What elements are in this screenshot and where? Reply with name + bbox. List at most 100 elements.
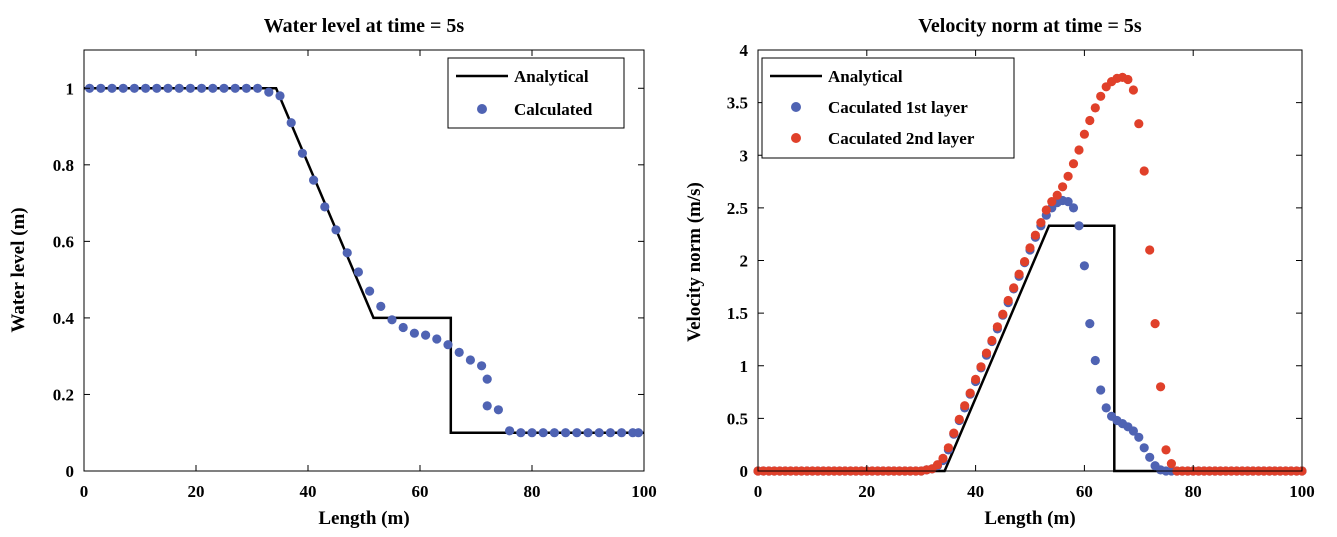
data-point-s2-55 [1052,190,1062,200]
x-tick-label: 100 [631,482,657,501]
data-point-s1-34 [465,355,475,365]
y-tick-label: 4 [740,41,749,60]
data-point-s2-57 [1063,171,1073,181]
data-point-s1-48 [605,428,616,438]
data-point-s1-12 [219,83,229,93]
data-point-s2-60 [1079,129,1089,139]
velocity-norm-chart: Velocity norm at time = 5s Length (m) Ve… [684,15,1315,529]
data-point-s1-70 [1134,432,1144,442]
data-point-s1-42 [538,428,548,438]
x-axis-label: Length (m) [318,508,409,529]
data-point-s1-18 [286,118,296,128]
data-point-s1-27 [387,315,397,325]
y-tick-label: 0 [740,462,749,481]
data-point-s2-73 [1150,319,1160,329]
legend-swatch-layer1 [791,102,801,112]
data-point-s2-53 [1041,205,1051,215]
x-tick-label: 20 [188,482,205,501]
y-tick-label: 2.5 [727,199,748,218]
data-point-s2-49 [1020,257,1030,267]
data-point-s2-44 [992,322,1003,332]
data-point-s2-72 [1145,245,1155,255]
data-point-s1-45 [572,428,582,438]
y-tick-label: 0.2 [53,385,74,404]
data-point-s1-2 [107,83,117,93]
data-point-s1-5 [141,83,151,93]
data-point-s1-24 [353,267,363,277]
data-point-s2-76 [1166,459,1176,469]
data-point-s1-36 [482,374,492,384]
data-point-s1-29 [409,328,419,338]
data-point-s1-25 [365,286,375,296]
data-point-s2-58 [1068,159,1079,169]
data-point-s1-47 [594,428,604,438]
data-point-s1-15 [253,83,263,93]
x-axis-label: Length (m) [984,508,1075,529]
data-point-s1-16 [264,87,274,97]
data-point-s1-31 [432,334,442,344]
data-point-s1-58 [1068,203,1079,213]
data-point-s1-1 [96,83,106,93]
data-point-s2-52 [1036,218,1046,228]
plot-area [83,49,645,472]
x-tick-label: 60 [412,482,429,501]
legend: Analytical Caculated 1st layer Caculated… [761,57,1015,159]
data-point-s1-46 [583,428,593,438]
y-tick-label: 0.5 [727,409,748,428]
legend-swatch-calculated [477,104,487,114]
data-point-s1-6 [152,83,162,93]
data-point-s2-36 [949,428,959,438]
data-point-s1-7 [163,83,173,93]
data-point-s1-17 [275,91,285,101]
data-point-s1-71 [1139,443,1149,453]
data-point-s2-71 [1139,166,1149,176]
data-point-s2-70 [1134,119,1144,129]
data-point-s1-20 [309,175,319,185]
data-point-s2-69 [1128,85,1138,95]
data-point-s1-39 [505,426,515,436]
data-point-s2-41 [976,362,986,372]
data-point-s1-38 [493,405,503,415]
legend-label-analytical: Analytical [828,67,903,86]
data-point-s2-51 [1030,230,1040,240]
series-line-analytical [84,87,644,434]
data-point-s1-57 [1063,197,1073,207]
data-point-s2-62 [1090,103,1100,113]
data-point-s2-68 [1123,74,1133,85]
data-point-s1-64 [1101,403,1111,413]
data-point-s1-69 [1128,426,1138,436]
legend-swatch-layer2 [791,133,801,143]
chart-title: Velocity norm at time = 5s [918,15,1142,37]
y-tick-label: 0.8 [53,156,74,175]
data-point-s1-60 [1079,261,1089,271]
data-point-s1-19 [297,148,307,158]
data-point-s1-41 [527,428,537,438]
data-point-s2-47 [1009,283,1019,293]
data-point-s2-74 [1156,382,1166,392]
data-point-s2-46 [1003,295,1013,306]
y-tick-label: 0.4 [53,309,75,328]
data-point-s1-63 [1096,385,1106,395]
data-point-s1-33 [454,347,464,357]
data-point-s2-39 [965,388,975,398]
legend-label-layer2: Caculated 2nd layer [828,129,975,148]
x-tick-label: 0 [754,482,763,501]
data-point-s2-37 [954,414,964,424]
data-point-s2-48 [1014,269,1024,279]
data-point-s1-30 [421,330,431,340]
legend-label-calculated: Calculated [514,100,593,119]
x-tick-label: 40 [300,482,317,501]
tick-labels: 0 20 40 60 80 100 0 0.5 1 1.5 2 2.5 3 3.5 4 [727,41,1315,501]
series-line-analytical [758,224,1302,473]
data-point-s2-45 [998,309,1008,319]
legend: Analytical Calculated [447,57,625,129]
y-tick-label: 2 [740,252,749,271]
x-tick-label: 80 [524,482,541,501]
data-point-s1-62 [1090,355,1100,366]
data-point-s1-37 [482,401,492,411]
data-point-s2-43 [987,335,997,346]
data-point-s1-8 [174,83,184,93]
data-point-s2-34 [938,453,948,463]
y-tick-label: 3.5 [727,94,748,113]
data-point-s1-44 [561,428,571,438]
